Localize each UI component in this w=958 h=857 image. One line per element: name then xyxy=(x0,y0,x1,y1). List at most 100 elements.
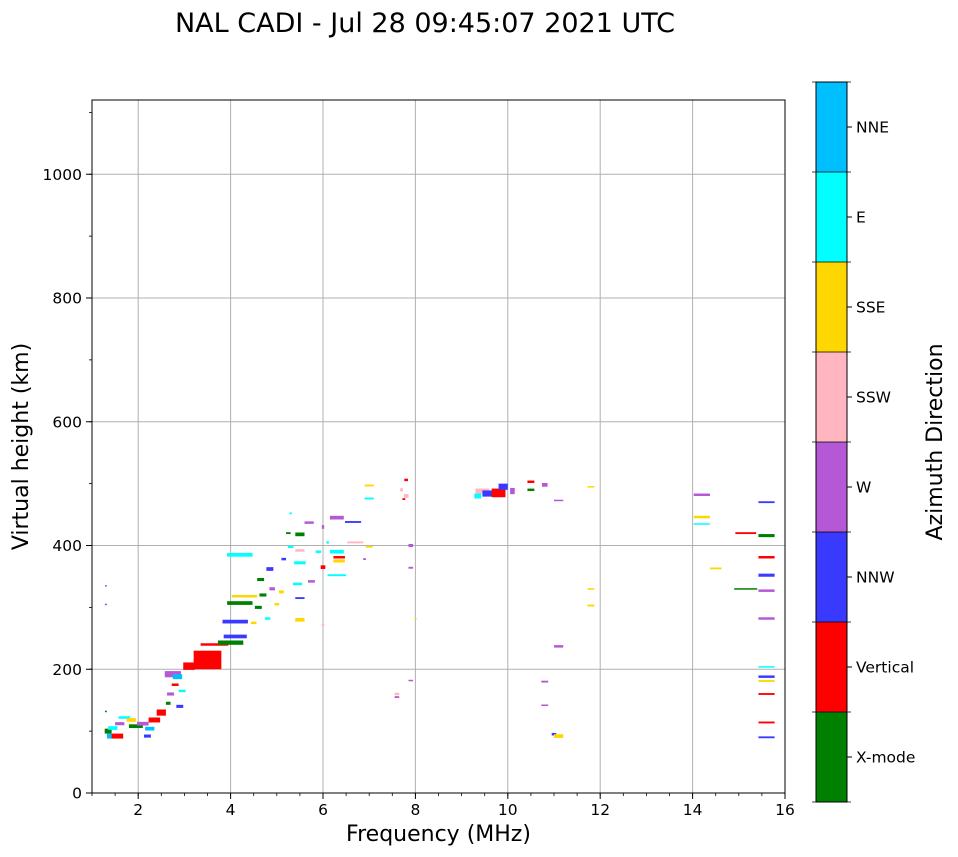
colorbar-segment xyxy=(816,172,847,262)
echo-mark xyxy=(709,567,722,570)
echo-mark xyxy=(304,521,314,524)
echo-mark xyxy=(758,666,775,668)
echo-mark xyxy=(347,541,364,544)
echo-mark xyxy=(227,552,253,557)
echo-mark xyxy=(333,556,345,559)
echo-mark xyxy=(693,515,710,519)
echo-mark xyxy=(321,525,325,529)
echo-mark xyxy=(329,515,344,520)
echo-mark xyxy=(320,565,326,570)
echo-mark xyxy=(326,541,329,544)
x-axis-label: Frequency (MHz) xyxy=(346,822,531,847)
echo-mark xyxy=(474,493,482,499)
echo-mark xyxy=(223,634,247,639)
echo-mark xyxy=(541,680,549,683)
x-tick-label: 4 xyxy=(226,801,236,819)
echo-mark xyxy=(231,595,258,598)
echo-mark xyxy=(281,557,287,561)
echo-mark xyxy=(402,498,406,501)
plot-frame xyxy=(91,99,786,794)
x-tick-label: 2 xyxy=(133,801,143,819)
echo-mark xyxy=(404,478,409,482)
y-tick-label: 200 xyxy=(52,661,82,679)
y-tick-label: 0 xyxy=(72,785,82,803)
colorbar-label: W xyxy=(856,479,871,497)
colorbar-segment xyxy=(816,532,847,622)
echo-mark xyxy=(287,545,294,548)
colorbar-segment xyxy=(816,262,847,352)
echo-mark xyxy=(266,567,274,571)
colorbar-label: NNW xyxy=(856,569,895,587)
echo-mark xyxy=(333,559,345,563)
y-axis-ticks: 0 200 400 600 800 1000 xyxy=(43,111,92,803)
colorbar-segments xyxy=(816,82,847,802)
echo-mark xyxy=(137,721,149,726)
echo-mark xyxy=(758,721,775,724)
echo-mark xyxy=(587,604,595,607)
echo-mark xyxy=(193,650,222,670)
echo-mark xyxy=(108,726,118,730)
echo-mark xyxy=(222,619,248,624)
colorbar-segment xyxy=(816,622,847,712)
echo-mark xyxy=(115,722,125,726)
grid xyxy=(92,100,785,793)
echo-mark xyxy=(758,573,775,577)
echo-mark xyxy=(693,523,710,525)
echo-mark xyxy=(307,580,315,583)
echo-mark xyxy=(200,643,229,646)
echo-mark xyxy=(758,556,775,559)
echo-mark xyxy=(394,692,400,696)
y-tick-label: 800 xyxy=(52,290,82,308)
echo-mark xyxy=(257,577,265,582)
echo-mark xyxy=(758,693,775,695)
echo-mark xyxy=(364,497,374,500)
echo-mark xyxy=(475,488,490,494)
echo-mark xyxy=(408,543,414,548)
echo-mark xyxy=(527,488,535,492)
echo-mark xyxy=(156,709,166,716)
echo-mark xyxy=(363,558,366,561)
x-tick-label: 8 xyxy=(410,801,420,819)
colorbar-label: SSE xyxy=(856,299,885,317)
echo-mark xyxy=(315,550,322,553)
echo-mark xyxy=(758,736,775,739)
echo-mark xyxy=(408,679,414,682)
echo-mark xyxy=(176,704,184,708)
x-tick-label: 16 xyxy=(775,801,795,819)
echo-mark xyxy=(165,701,171,705)
colorbar-label: X-mode xyxy=(856,749,915,767)
echo-mark xyxy=(294,561,306,565)
plot-area: 2 4 6 8 10 12 14 16 0 200 400 600 800 1000 xyxy=(43,99,795,819)
echo-mark xyxy=(292,582,303,586)
echo-mark xyxy=(259,593,267,597)
colorbar-segment xyxy=(816,442,847,532)
echo-mark xyxy=(183,662,195,670)
echo-mark xyxy=(554,734,564,738)
echo-mark xyxy=(758,680,775,682)
echo-mark xyxy=(414,617,417,620)
echo-mark xyxy=(758,675,775,678)
echo-mark xyxy=(148,717,161,723)
echo-mark xyxy=(254,605,262,609)
echo-mark xyxy=(365,545,373,548)
x-tick-label: 6 xyxy=(318,801,328,819)
echo-traces xyxy=(104,478,775,739)
echo-mark xyxy=(329,549,344,554)
echo-mark xyxy=(541,704,549,707)
echo-mark xyxy=(554,645,564,648)
echo-mark xyxy=(394,696,400,699)
x-axis-ticks: 2 4 6 8 10 12 14 16 xyxy=(91,793,795,819)
echo-mark xyxy=(541,483,548,487)
y-axis-label: Virtual height (km) xyxy=(9,343,34,550)
colorbar-segment xyxy=(816,352,847,442)
chart-title: NAL CADI - Jul 28 09:45:07 2021 UTC xyxy=(175,8,675,39)
x-tick-label: 14 xyxy=(683,801,703,819)
echo-mark xyxy=(286,532,291,535)
echo-mark xyxy=(758,589,775,592)
echo-mark xyxy=(735,532,757,535)
echo-mark xyxy=(178,689,186,693)
colorbar-label: NNE xyxy=(856,119,889,137)
echo-mark xyxy=(327,574,347,577)
echo-mark xyxy=(498,483,508,490)
